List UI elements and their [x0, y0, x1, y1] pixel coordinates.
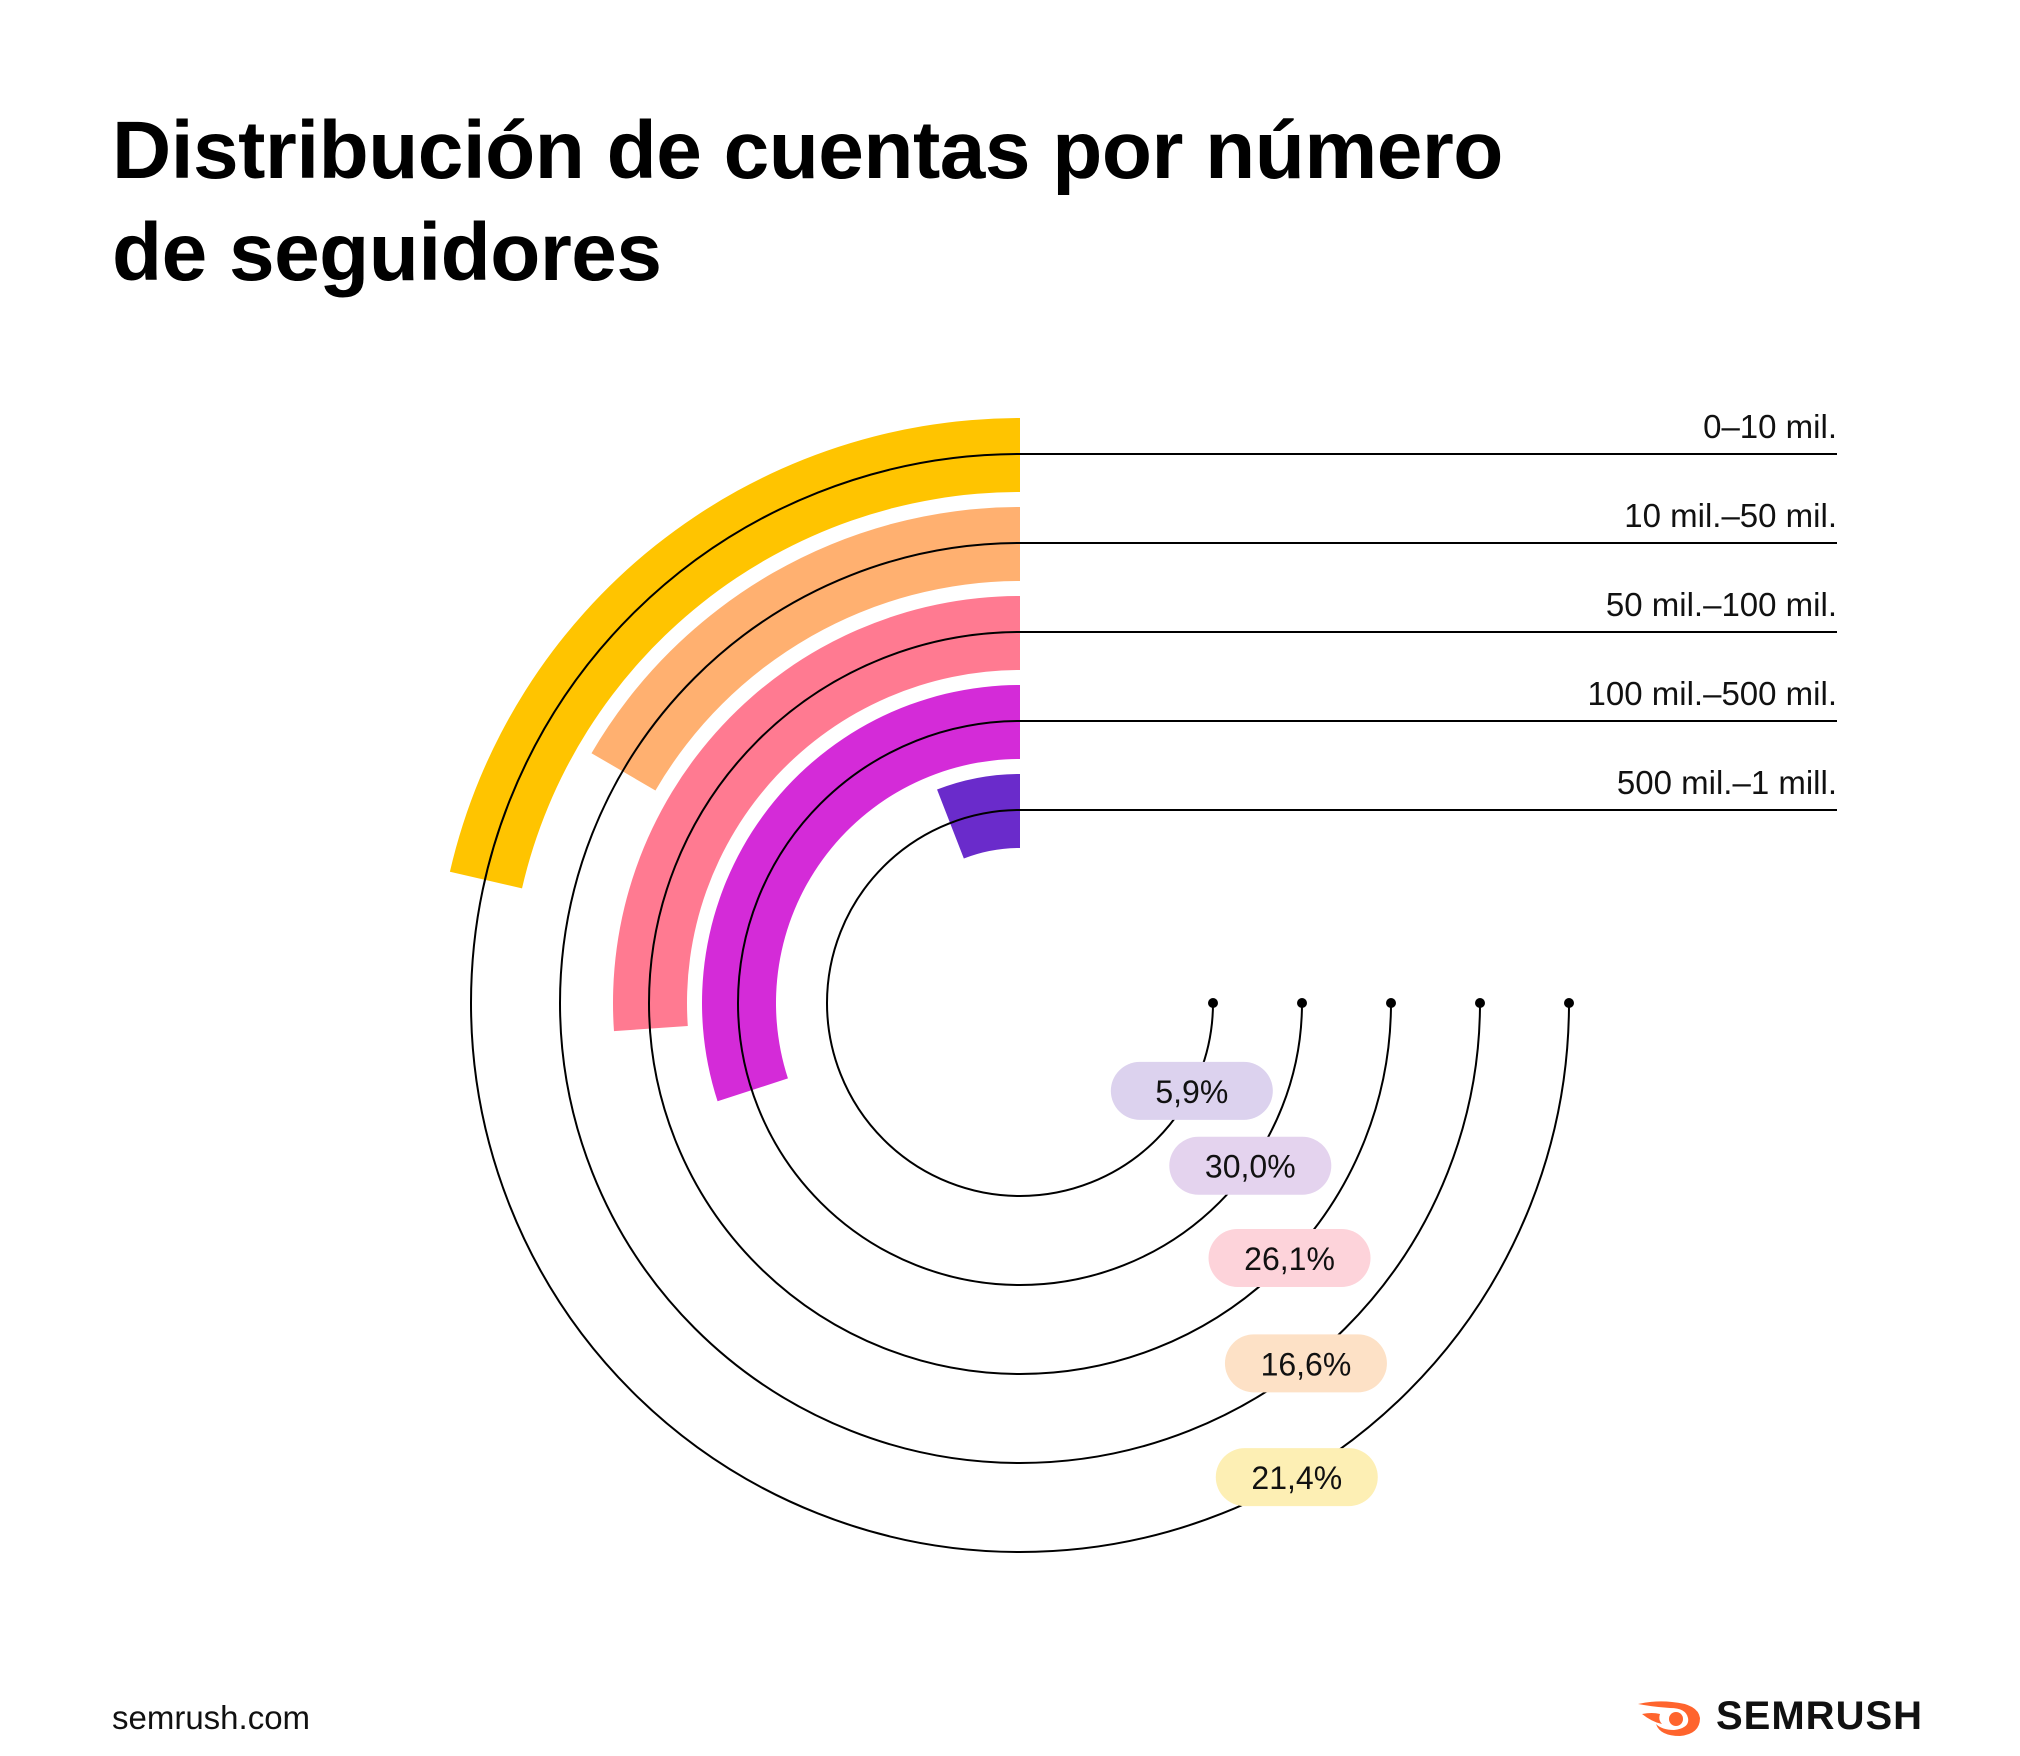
- bar-1: [449, 418, 1020, 889]
- guide-dot-5: [1208, 998, 1218, 1008]
- value-label-2: 16,6%: [1261, 1346, 1352, 1382]
- value-label-4: 30,0%: [1205, 1149, 1296, 1185]
- guide-dot-2: [1475, 998, 1485, 1008]
- bar-2: [591, 507, 1020, 791]
- category-label-4: 100 mil.–500 mil.: [1588, 675, 1837, 712]
- value-pill-2: [1224, 1334, 1387, 1393]
- guide-dot-3: [1386, 998, 1396, 1008]
- bar-3: [612, 596, 1020, 1032]
- guide-line-1: [470, 453, 1837, 1553]
- guide-dot-1: [1564, 998, 1574, 1008]
- guide-dot-4: [1297, 998, 1307, 1008]
- value-label-3: 26,1%: [1244, 1241, 1335, 1277]
- category-label-2: 10 mil.–50 mil.: [1624, 497, 1837, 534]
- guide-line-5: [826, 809, 1837, 1197]
- footer-url[interactable]: semrush.com: [112, 1699, 311, 1736]
- chart-title: Distribución de cuentas por número de se…: [112, 105, 1503, 298]
- semrush-fire-icon: [1638, 1701, 1700, 1736]
- category-label-1: 0–10 mil.: [1703, 408, 1837, 445]
- value-label-1: 21,4%: [1251, 1460, 1342, 1496]
- bar-4: [702, 685, 1020, 1102]
- category-label-5: 500 mil.–1 mill.: [1617, 764, 1837, 801]
- bar-5: [937, 774, 1020, 859]
- value-pill-3: [1208, 1228, 1371, 1287]
- semrush-wordmark: SEMRUSH: [1716, 1693, 1924, 1738]
- value-pill-5: [1110, 1061, 1273, 1120]
- value-pill-4: [1169, 1136, 1332, 1195]
- guide-line-4: [737, 720, 1837, 1286]
- category-label-3: 50 mil.–100 mil.: [1606, 586, 1837, 623]
- value-pill-1: [1215, 1448, 1378, 1507]
- value-label-5: 5,9%: [1155, 1074, 1228, 1110]
- semrush-logo: SEMRUSH: [1636, 1686, 1923, 1746]
- guide-line-2: [559, 542, 1837, 1464]
